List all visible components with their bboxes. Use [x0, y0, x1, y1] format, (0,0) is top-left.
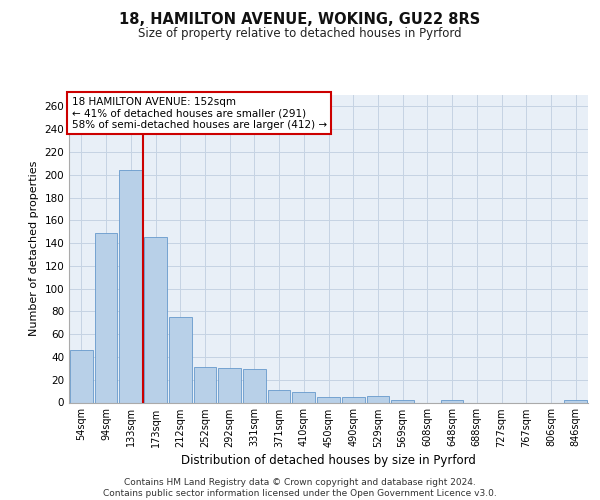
Bar [144, 238, 167, 402]
Text: 18 HAMILTON AVENUE: 152sqm
← 41% of detached houses are smaller (291)
58% of sem: 18 HAMILTON AVENUE: 152sqm ← 41% of deta… [71, 96, 327, 130]
Bar [317, 397, 340, 402]
Bar [292, 392, 315, 402]
Bar [441, 400, 463, 402]
Bar [119, 170, 142, 402]
Bar [391, 400, 414, 402]
Bar [95, 233, 118, 402]
Bar [243, 370, 266, 402]
Bar [342, 397, 365, 402]
X-axis label: Distribution of detached houses by size in Pyrford: Distribution of detached houses by size … [181, 454, 476, 467]
Bar [218, 368, 241, 402]
Y-axis label: Number of detached properties: Number of detached properties [29, 161, 39, 336]
Bar [367, 396, 389, 402]
Text: 18, HAMILTON AVENUE, WOKING, GU22 8RS: 18, HAMILTON AVENUE, WOKING, GU22 8RS [119, 12, 481, 28]
Bar [564, 400, 587, 402]
Text: Contains HM Land Registry data © Crown copyright and database right 2024.
Contai: Contains HM Land Registry data © Crown c… [103, 478, 497, 498]
Bar [70, 350, 93, 403]
Bar [194, 367, 216, 402]
Bar [169, 317, 191, 402]
Text: Size of property relative to detached houses in Pyrford: Size of property relative to detached ho… [138, 28, 462, 40]
Bar [268, 390, 290, 402]
